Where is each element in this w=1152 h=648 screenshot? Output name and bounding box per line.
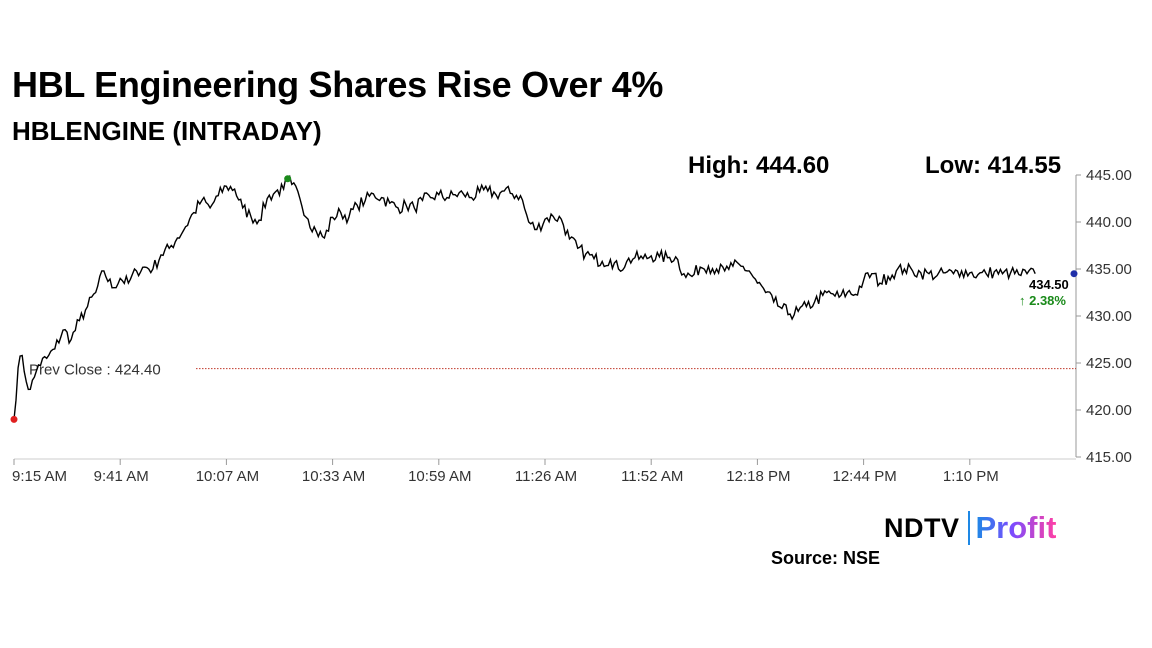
y-tick-label: 440.00 xyxy=(1086,214,1132,231)
y-tick-label: 420.00 xyxy=(1086,402,1132,419)
x-tick-label: 9:15 AM xyxy=(12,468,67,485)
y-tick-label: 435.00 xyxy=(1086,261,1132,278)
y-tick-label: 430.00 xyxy=(1086,308,1132,325)
y-tick-label: 415.00 xyxy=(1086,449,1132,466)
low-marker xyxy=(10,415,18,423)
x-tick-label: 9:41 AM xyxy=(94,468,149,485)
x-tick-label: 1:10 PM xyxy=(943,468,999,485)
y-tick-label: 425.00 xyxy=(1086,355,1132,372)
logo-divider xyxy=(967,511,970,545)
ndtv-profit-logo: NDTV Profit xyxy=(884,508,1056,548)
source-label: Source: NSE xyxy=(771,548,881,568)
chart-subtitle: HBLENGINE (INTRADAY) xyxy=(12,116,322,146)
x-axis: 9:15 AM 9:41 AM 10:07 AM 10:33 AM 10:59 AM 11… xyxy=(12,458,1076,485)
prev-close-label: Prev Close : 424.40 xyxy=(29,362,161,379)
logo-profit-text: Profit xyxy=(975,510,1057,545)
last-price-marker xyxy=(1070,270,1078,278)
last-price-label: 434.50 xyxy=(1029,277,1069,292)
x-tick-label: 10:33 AM xyxy=(302,468,365,485)
x-tick-label: 11:52 AM xyxy=(621,468,683,485)
day-low-label: Low: 414.55 xyxy=(925,152,1062,179)
x-tick-label: 10:59 AM xyxy=(408,468,471,485)
change-percent-label: ↑ 2.38% xyxy=(1019,293,1066,308)
y-axis: 415.00 420.00 425.00 430.00 435.00 440.00 445.… xyxy=(1075,167,1132,466)
x-tick-label: 12:18 PM xyxy=(726,468,790,485)
x-tick-label: 10:07 AM xyxy=(196,468,259,485)
chart-title: HBL Engineering Shares Rise Over 4% xyxy=(12,64,664,105)
x-tick-label: 11:26 AM xyxy=(515,468,577,485)
price-series-line xyxy=(13,174,1036,420)
y-tick-label: 445.00 xyxy=(1086,167,1132,184)
x-tick-label: 12:44 PM xyxy=(832,468,896,485)
high-marker xyxy=(284,175,292,183)
intraday-line-chart: 415.00 420.00 425.00 430.00 435.00 440.00 445.… xyxy=(10,167,1132,485)
day-high-label: High: 444.60 xyxy=(688,152,830,179)
logo-ndtv-text: NDTV xyxy=(884,512,960,543)
